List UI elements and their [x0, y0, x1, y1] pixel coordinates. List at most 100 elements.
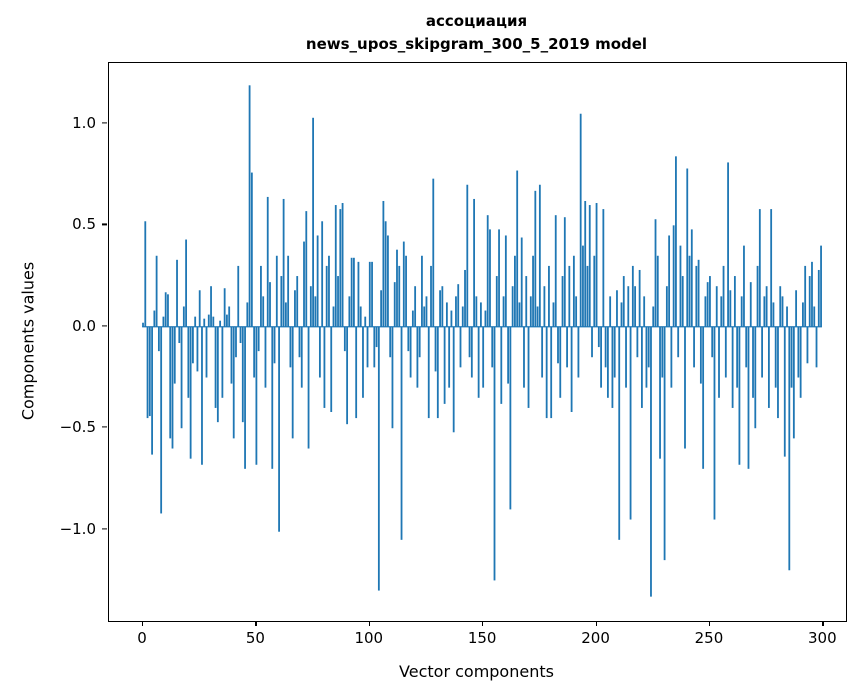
bar — [745, 326, 748, 368]
bar — [538, 184, 541, 327]
bar — [532, 255, 534, 327]
bar — [817, 269, 820, 327]
bar — [389, 326, 392, 358]
bar — [212, 316, 215, 327]
bar — [790, 326, 793, 388]
bar — [411, 310, 414, 327]
bar — [820, 245, 822, 327]
bar — [216, 326, 219, 423]
bar — [641, 326, 643, 408]
bar — [604, 326, 607, 368]
bar — [693, 326, 695, 368]
bar — [296, 276, 299, 327]
bar — [627, 286, 630, 327]
bar — [142, 322, 144, 327]
bar — [459, 326, 462, 368]
bar — [382, 200, 385, 327]
y-tick-label: −0.5 — [59, 418, 96, 437]
bar — [652, 306, 655, 327]
bar — [659, 326, 661, 459]
bar — [368, 261, 371, 327]
bar — [207, 314, 210, 327]
bar — [713, 326, 716, 520]
bar — [559, 326, 562, 398]
bar — [668, 235, 671, 327]
bar — [808, 276, 811, 327]
bar — [541, 326, 544, 378]
bar — [425, 296, 428, 327]
bar — [636, 326, 639, 358]
bar — [597, 326, 600, 348]
bar — [550, 326, 553, 419]
chart-title: ассоциация news_upos_skipgram_300_5_2019… — [108, 10, 845, 57]
bar — [205, 326, 208, 378]
bar — [380, 290, 383, 327]
bar — [362, 326, 364, 398]
bar — [339, 209, 342, 327]
bar — [157, 326, 160, 352]
bar — [586, 265, 589, 327]
bar — [486, 215, 489, 327]
bar — [518, 302, 521, 327]
bar — [813, 306, 816, 327]
bar — [198, 290, 201, 327]
bar — [346, 326, 349, 425]
bar — [634, 286, 637, 327]
bar — [343, 326, 346, 352]
bar — [770, 209, 773, 327]
bar — [761, 326, 763, 378]
bar — [799, 326, 802, 398]
bar — [670, 326, 673, 388]
bar — [588, 205, 591, 327]
bar — [650, 326, 652, 597]
bar — [244, 326, 246, 469]
bar — [448, 326, 451, 388]
bar — [287, 255, 290, 327]
bar — [377, 326, 380, 591]
x-tick-label: 150 — [467, 629, 497, 647]
bar — [210, 286, 212, 327]
bar — [529, 296, 532, 327]
bar — [740, 296, 743, 327]
bar — [185, 239, 187, 327]
bar — [341, 203, 344, 327]
bar — [436, 326, 439, 419]
bar — [303, 241, 305, 327]
bar — [613, 326, 616, 378]
bar — [688, 255, 691, 327]
bar — [774, 326, 777, 388]
x-tick-label: 0 — [137, 629, 147, 647]
bar — [579, 113, 582, 327]
bar — [504, 235, 507, 327]
bar — [731, 326, 734, 408]
bar — [275, 255, 278, 327]
bar — [309, 286, 312, 327]
bar — [509, 326, 512, 510]
bar — [187, 326, 190, 398]
bar — [271, 326, 274, 469]
bar — [323, 326, 326, 408]
bar — [450, 310, 453, 327]
bar — [219, 320, 222, 327]
bar — [312, 117, 314, 327]
bar — [625, 326, 627, 388]
bar — [470, 326, 473, 378]
bar — [754, 326, 757, 429]
bar — [148, 326, 151, 417]
bar — [223, 288, 226, 327]
bar — [260, 265, 262, 327]
bar — [280, 276, 283, 327]
bar — [439, 290, 441, 327]
bar — [686, 168, 689, 327]
bar — [257, 326, 260, 352]
bar — [684, 326, 686, 449]
bar — [473, 198, 475, 327]
bar — [679, 245, 682, 327]
bar — [164, 292, 167, 327]
bar — [241, 326, 244, 423]
bar — [192, 326, 194, 364]
bar — [500, 326, 503, 404]
bar — [464, 269, 466, 327]
bar — [228, 306, 231, 327]
bar — [595, 203, 598, 327]
